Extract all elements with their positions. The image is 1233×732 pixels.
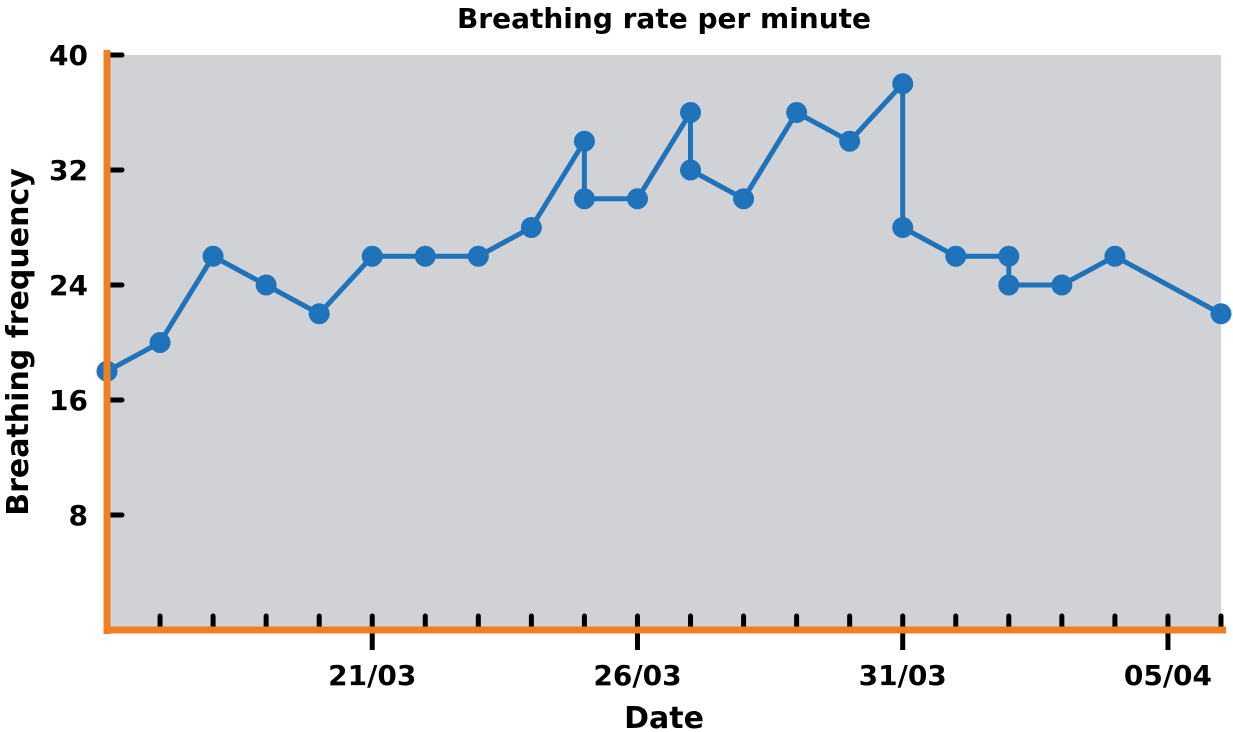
data-point xyxy=(255,274,277,296)
data-point xyxy=(680,102,702,123)
data-point xyxy=(1104,245,1126,267)
y-tick-labels: 8 16 24 32 40 xyxy=(49,39,88,532)
x-tick-label: 26/03 xyxy=(593,659,681,692)
data-point xyxy=(892,217,914,238)
data-point xyxy=(1051,274,1073,296)
data-point xyxy=(573,188,595,210)
data-point xyxy=(1210,303,1232,325)
x-tick-label: 21/03 xyxy=(328,659,416,692)
data-point xyxy=(626,188,648,210)
data-point xyxy=(414,245,436,267)
x-ticks xyxy=(157,613,1224,650)
x-tick-label: 31/03 xyxy=(859,659,947,692)
data-point xyxy=(892,73,914,95)
x-tick-labels: 21/03 26/03 31/03 05/04 xyxy=(328,659,1212,692)
chart-title: Breathing rate per minute xyxy=(457,2,871,35)
data-point xyxy=(520,217,542,238)
data-point xyxy=(149,332,171,353)
y-tick-label: 24 xyxy=(49,269,88,302)
data-point xyxy=(733,188,755,210)
data-point xyxy=(998,245,1020,267)
y-tick-label: 32 xyxy=(49,154,88,187)
data-point xyxy=(202,245,224,267)
series-layer xyxy=(96,73,1232,382)
data-point xyxy=(786,102,808,123)
data-point xyxy=(998,274,1020,296)
data-point xyxy=(573,130,595,152)
data-point xyxy=(945,245,967,267)
data-point xyxy=(680,159,702,181)
data-point xyxy=(308,303,330,325)
plot-background xyxy=(107,55,1221,630)
data-point xyxy=(361,245,383,267)
y-tick-label: 16 xyxy=(49,384,88,417)
y-tick-label: 40 xyxy=(49,39,88,72)
y-axis-label: Breathing frequency xyxy=(1,168,36,516)
data-point xyxy=(467,245,489,267)
data-point xyxy=(839,130,861,152)
x-tick-label: 05/04 xyxy=(1124,659,1212,692)
y-tick-label: 8 xyxy=(69,499,88,532)
x-axis-label: Date xyxy=(624,701,704,732)
